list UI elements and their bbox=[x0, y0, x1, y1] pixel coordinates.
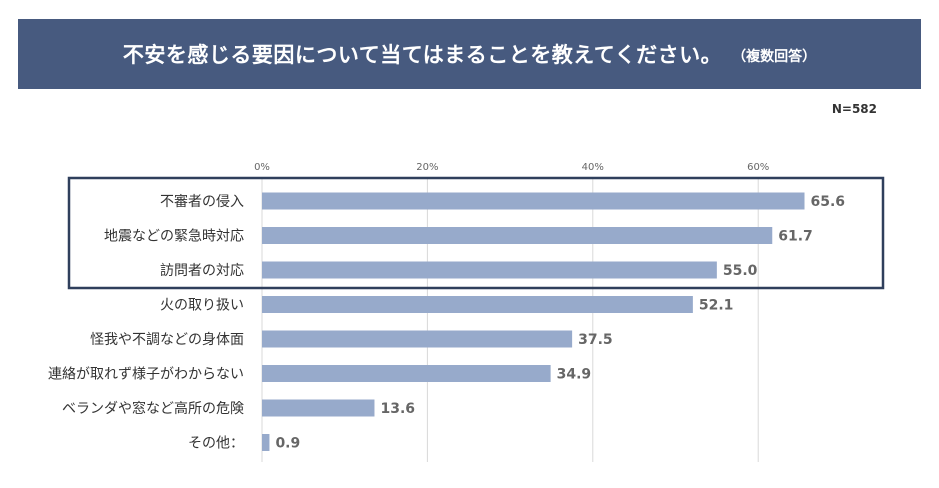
bar bbox=[262, 261, 717, 279]
value-label: 61.7 bbox=[778, 229, 813, 245]
chart-subtitle: （複数回答） bbox=[732, 49, 817, 65]
bar bbox=[262, 434, 270, 451]
value-label: 55.0 bbox=[723, 263, 758, 279]
value-label: 0.9 bbox=[275, 436, 300, 452]
bar bbox=[262, 399, 375, 417]
chart-title: 不安を感じる要因について当てはまることを教えてください。 bbox=[122, 43, 723, 67]
category-label: ベランダや窓など高所の危険 bbox=[62, 400, 244, 417]
x-tick-label: 60% bbox=[747, 162, 769, 173]
category-label: 怪我や不調などの身体面 bbox=[90, 332, 244, 348]
x-tick-label: 0% bbox=[254, 162, 270, 173]
value-label: 34.9 bbox=[557, 367, 592, 383]
value-label: 13.6 bbox=[380, 401, 415, 417]
bar bbox=[262, 365, 551, 382]
value-label: 52.1 bbox=[699, 298, 734, 314]
sample-size: N=582 bbox=[831, 102, 877, 116]
bar bbox=[262, 330, 573, 348]
category-label: 訪問者の対応 bbox=[160, 263, 244, 279]
category-label: 連絡が取れず様子がわからない bbox=[48, 367, 244, 383]
bar bbox=[262, 296, 693, 313]
category-label: その他： bbox=[188, 436, 244, 452]
category-label: 不審者の侵入 bbox=[160, 193, 244, 210]
highlight-box bbox=[67, 176, 885, 290]
value-label: 65.6 bbox=[811, 194, 846, 210]
x-tick-label: 20% bbox=[416, 162, 438, 173]
category-label: 火の取り扱い bbox=[160, 298, 244, 314]
category-label: 地震などの緊急時対応 bbox=[104, 229, 244, 245]
title-banner: 不安を感じる要因について当てはまることを教えてください。 （複数回答） bbox=[18, 19, 921, 89]
bar bbox=[262, 192, 805, 210]
bar bbox=[262, 227, 773, 244]
x-tick-label: 40% bbox=[582, 162, 604, 173]
value-label: 37.5 bbox=[578, 332, 613, 348]
